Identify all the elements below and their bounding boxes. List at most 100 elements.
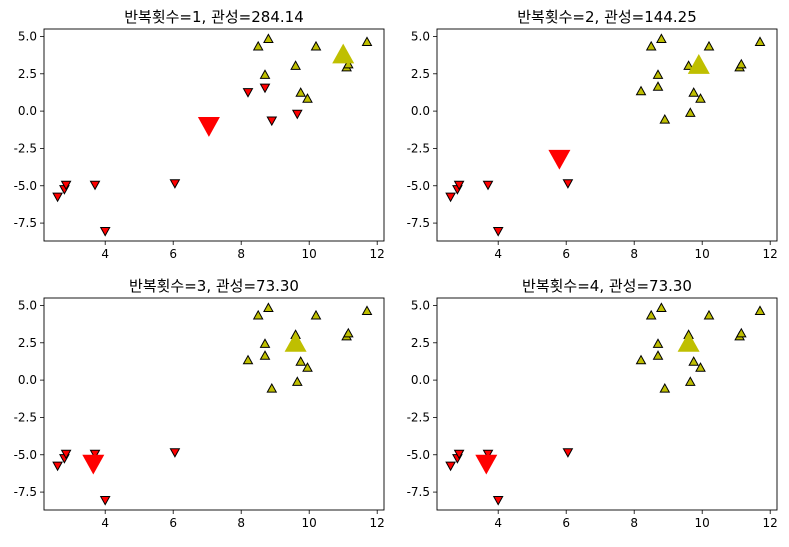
cluster-1-point (656, 33, 667, 44)
y-tick-label: 5.0 (18, 298, 37, 312)
cluster-0-point (492, 226, 504, 237)
x-tick-label: 12 (370, 247, 385, 261)
cluster-1-point (652, 81, 664, 91)
cluster-1-point (754, 305, 766, 316)
chart-panel: 반복횟수=3, 관성=73.30 4 6 8 10 12 5.0 2.5 0.0 -2.5 -5.0… (14, 277, 385, 530)
y-tick-label: 5.0 (411, 29, 430, 43)
x-tick-label: 4 (101, 516, 109, 530)
axes-frame (43, 297, 385, 511)
cluster-0-center (197, 117, 220, 137)
cluster-1-point (659, 383, 671, 393)
cluster-1-point (295, 87, 307, 97)
y-tick-label: -2.5 (407, 141, 430, 155)
cluster-1-center (677, 332, 700, 352)
y-tick-label: 0.0 (18, 104, 37, 118)
cluster-1-point (652, 338, 664, 348)
cluster-0-center (82, 454, 105, 475)
y-tick-label: -2.5 (407, 410, 430, 424)
cluster-1-point (290, 60, 301, 70)
cluster-0-point (52, 192, 63, 203)
chart-title: 반복횟수=4, 관성=73.30 (522, 277, 692, 295)
cluster-1-point (361, 36, 373, 47)
cluster-1-point (242, 354, 254, 365)
x-tick-label: 12 (763, 247, 778, 261)
cluster-1-point (361, 305, 373, 316)
cluster-1-point (291, 376, 303, 386)
cluster-1-point (659, 114, 671, 124)
y-tick-label: 2.5 (411, 67, 430, 81)
cluster-1-point (656, 302, 667, 313)
cluster-0-point (453, 180, 465, 191)
cluster-1-point (735, 327, 747, 338)
y-tick-label: -2.5 (14, 410, 37, 424)
y-tick-label: -5.0 (14, 179, 37, 193)
cluster-1-point (310, 309, 322, 320)
chart-panel: 반복횟수=2, 관성=144.25 4 6 8 10 12 5.0 2.5 0.0 -2.5 -5.… (407, 8, 778, 261)
cluster-0-point (60, 180, 72, 191)
cluster-1-point (688, 87, 700, 97)
cluster-0-point (482, 180, 494, 191)
cluster-0-point (453, 449, 465, 460)
x-tick-label: 6 (169, 247, 177, 261)
y-tick-label: 5.0 (411, 298, 430, 312)
cluster-1-point (688, 356, 700, 366)
cluster-1-point (342, 58, 354, 69)
cluster-1-point (263, 302, 274, 313)
cluster-1-point (703, 40, 715, 51)
cluster-0-point (291, 109, 303, 120)
y-tick-label: 0.0 (411, 104, 430, 118)
axes-frame (43, 28, 385, 242)
chart-title: 반복횟수=2, 관성=144.25 (517, 8, 697, 26)
cluster-1-point (645, 309, 657, 320)
cluster-1-point (735, 58, 747, 69)
cluster-0-point (445, 461, 456, 472)
y-tick-label: -5.0 (407, 448, 430, 462)
y-tick-label: 0.0 (18, 373, 37, 387)
x-tick-label: 4 (494, 516, 502, 530)
cluster-1-point (295, 356, 307, 366)
cluster-0-center (548, 149, 571, 170)
y-tick-label: -7.5 (14, 216, 37, 230)
y-tick-label: -2.5 (14, 141, 37, 155)
cluster-1-point (652, 350, 664, 360)
cluster-1-point (754, 36, 766, 47)
cluster-1-point (684, 107, 696, 117)
y-tick-label: -5.0 (14, 448, 37, 462)
cluster-1-point (252, 309, 264, 320)
cluster-0-point (169, 179, 181, 189)
y-tick-label: -7.5 (407, 485, 430, 499)
chart-title: 반복횟수=3, 관성=73.30 (129, 277, 299, 295)
chart-panel: 반복횟수=4, 관성=73.30 4 6 8 10 12 5.0 2.5 0.0 -2.5 -5.0… (407, 277, 778, 530)
cluster-1-point (683, 60, 694, 70)
axes-frame (436, 297, 778, 511)
y-tick-label: 2.5 (18, 67, 37, 81)
cluster-1-point (252, 40, 264, 51)
cluster-0-point (99, 226, 111, 237)
x-tick-label: 10 (302, 516, 317, 530)
axes-frame (436, 28, 778, 242)
x-tick-label: 10 (695, 516, 710, 530)
cluster-0-point (259, 83, 271, 94)
x-tick-label: 10 (302, 247, 317, 261)
cluster-0-point (562, 448, 574, 458)
cluster-1-point (695, 93, 706, 103)
cluster-0-point (52, 461, 63, 472)
y-tick-label: -7.5 (407, 216, 430, 230)
cluster-1-point (259, 350, 271, 360)
cluster-1-point (266, 383, 278, 393)
cluster-1-point (684, 376, 696, 386)
cluster-1-center (332, 43, 355, 64)
cluster-1-point (703, 309, 715, 320)
cluster-0-point (482, 449, 494, 460)
y-tick-label: 5.0 (18, 29, 37, 43)
cluster-0-point (242, 88, 254, 98)
cluster-1-point (263, 33, 274, 44)
x-tick-label: 6 (562, 247, 570, 261)
cluster-0-center (475, 454, 498, 475)
cluster-1-center (284, 332, 307, 352)
y-tick-label: 0.0 (411, 373, 430, 387)
cluster-0-point (492, 495, 504, 506)
cluster-0-point (169, 448, 181, 458)
x-tick-label: 8 (237, 247, 245, 261)
